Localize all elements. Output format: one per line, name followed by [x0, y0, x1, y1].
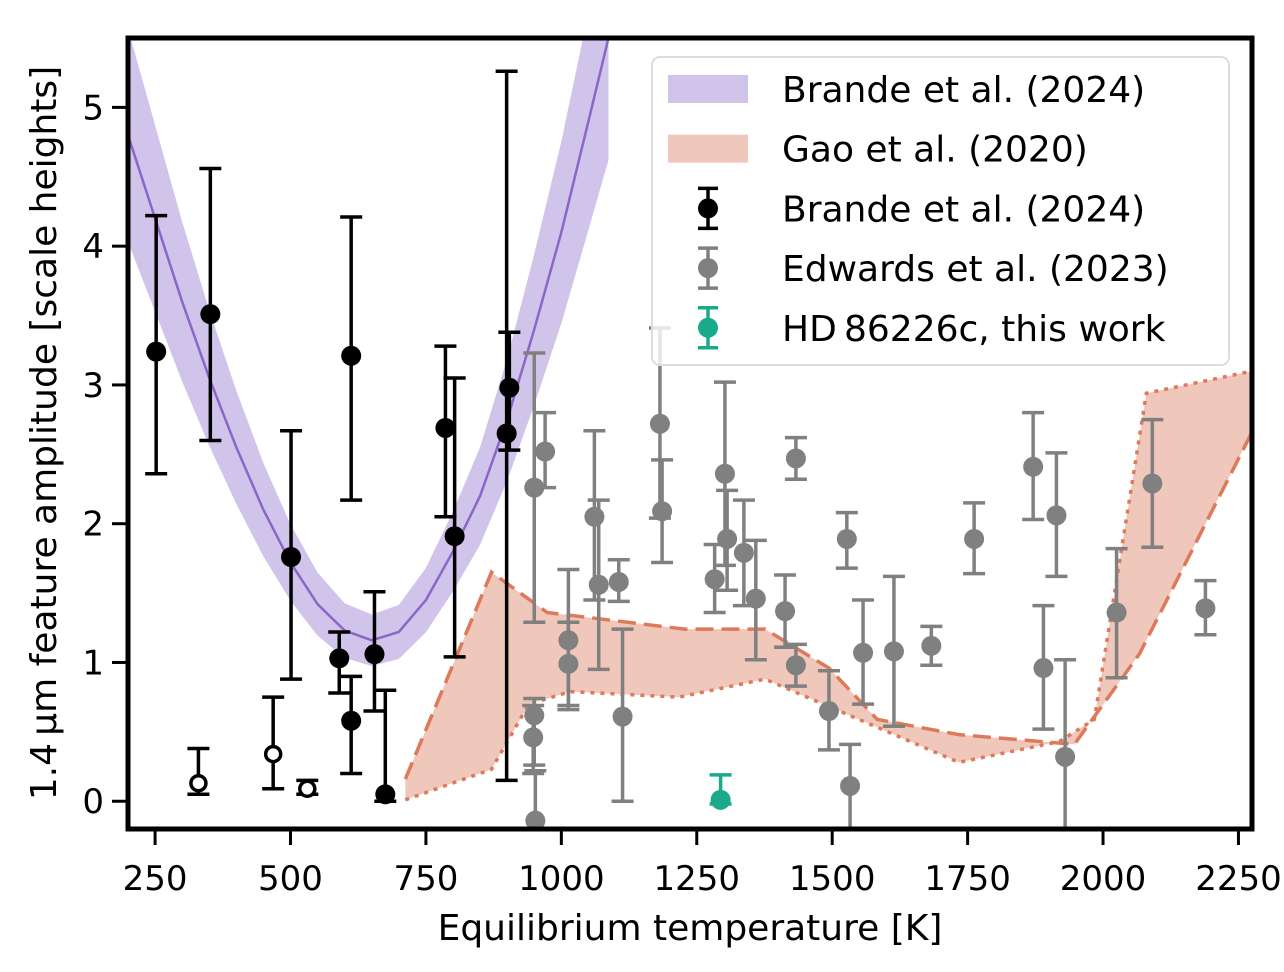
data-point	[558, 653, 579, 674]
legend-marker	[698, 198, 718, 219]
y-tick-label: 0	[82, 782, 104, 822]
data-point	[364, 644, 385, 665]
data-point	[329, 648, 350, 669]
legend-marker	[698, 317, 718, 338]
plot-area	[128, 38, 1252, 829]
data-point	[733, 542, 754, 563]
data-point	[704, 569, 725, 590]
data-point	[1033, 658, 1054, 679]
data-point	[964, 528, 985, 549]
data-point	[588, 574, 609, 595]
data-point	[608, 571, 629, 592]
data-point	[146, 341, 167, 362]
legend: Brande et al. (2024) Gao et al. (2020) Bra…	[651, 56, 1230, 366]
data-point	[341, 345, 362, 366]
y-tick-label: 4	[82, 227, 104, 267]
data-point	[1195, 598, 1216, 619]
data-point	[584, 506, 605, 527]
data-point	[818, 701, 839, 722]
data-point	[1142, 473, 1163, 494]
data-point	[921, 635, 942, 656]
data-point	[612, 706, 633, 727]
data-point	[444, 526, 465, 547]
x-tick-label: 1500	[789, 859, 876, 899]
x-tick-label: 750	[393, 859, 458, 899]
x-tick-label: 1000	[518, 859, 605, 899]
data-point	[189, 773, 208, 793]
data-point	[785, 448, 806, 469]
data-point	[652, 501, 673, 522]
data-point	[341, 710, 362, 731]
data-point	[375, 784, 396, 805]
legend-marker	[698, 258, 718, 279]
data-point	[745, 588, 766, 609]
plot-frame	[125, 35, 1255, 832]
data-point	[496, 423, 517, 444]
data-point	[883, 641, 904, 662]
legend-label: Brande et al. (2024)	[782, 70, 1145, 111]
data-point	[435, 417, 456, 438]
y-tick-label: 2	[82, 505, 104, 545]
legend-swatch	[668, 75, 748, 103]
legend-swatch	[668, 134, 748, 163]
data-point	[714, 463, 735, 484]
data-point	[1055, 746, 1076, 767]
data-point	[1023, 456, 1044, 477]
gao-upper-dashed-line	[403, 431, 1252, 780]
y-tick-label: 1	[82, 643, 104, 683]
x-tick-label: 500	[258, 859, 323, 899]
x-tick-label: 250	[123, 859, 188, 899]
data-point	[200, 304, 221, 325]
legend-label: HD 86226c, this work	[782, 309, 1166, 350]
data-point	[853, 642, 874, 663]
legend-label: Brande et al. (2024)	[782, 189, 1145, 230]
brande-model-band	[128, 38, 609, 667]
data-point	[840, 775, 861, 796]
y-tick-label: 3	[82, 366, 104, 406]
data-point	[1106, 602, 1127, 623]
data-point	[499, 377, 520, 398]
data-point	[281, 547, 302, 568]
x-tick-label: 1250	[654, 859, 741, 899]
y-axis-label: 1.4 μm feature amplitude [scale heights]	[24, 66, 65, 800]
data-point	[836, 528, 857, 549]
data-point	[775, 601, 796, 622]
legend-label: Gao et al. (2020)	[782, 130, 1088, 171]
axes: 250 500 750 1000 1250 1500 1750 2000 2250 0 1 2 3 4 5	[82, 88, 1281, 899]
data-point	[525, 810, 546, 829]
legend-box	[651, 56, 1230, 366]
data-point	[535, 441, 556, 462]
x-tick-label: 2000	[1060, 859, 1147, 899]
x-tick-label: 2250	[1195, 859, 1282, 899]
data-point	[717, 528, 738, 549]
legend-label: Edwards et al. (2023)	[782, 249, 1169, 290]
x-axis-label: Equilibrium temperature [K]	[438, 908, 943, 949]
y-tick-label: 5	[82, 88, 104, 128]
data-point	[298, 779, 317, 799]
data-point	[523, 727, 544, 748]
data-point	[649, 413, 670, 434]
data-point	[1046, 505, 1067, 526]
data-point	[785, 655, 806, 676]
data-point	[263, 744, 283, 764]
data-point	[710, 789, 731, 810]
x-tick-label: 1750	[924, 859, 1011, 899]
gao-model-band	[405, 371, 1252, 800]
